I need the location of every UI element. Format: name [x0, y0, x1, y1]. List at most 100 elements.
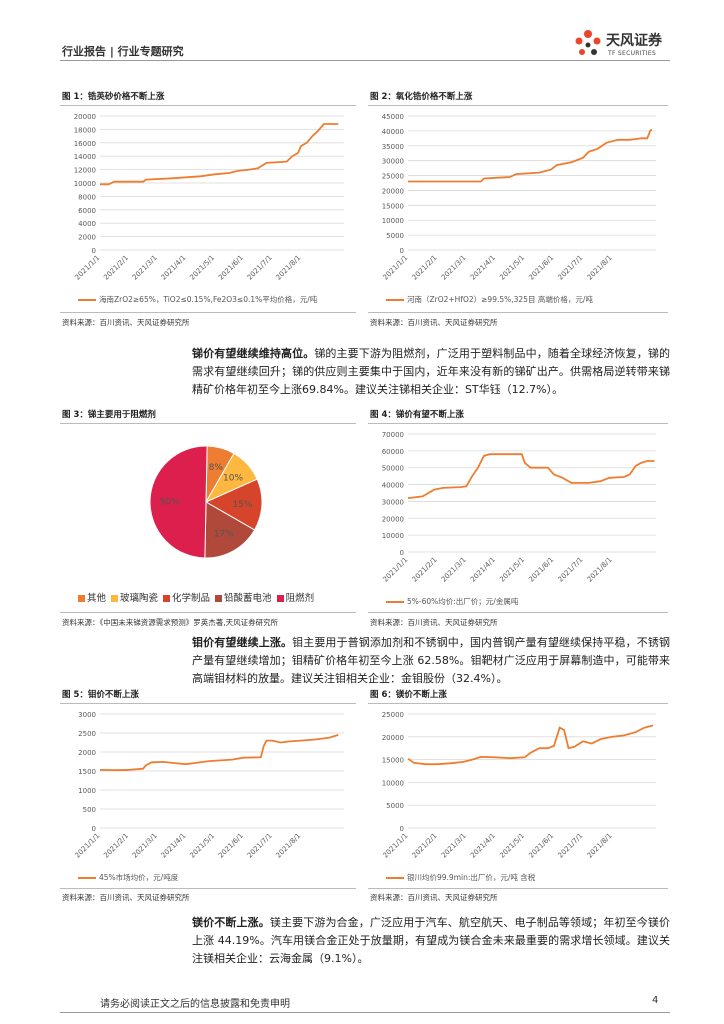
legend-swatch [386, 299, 404, 301]
pie-legend: 其他 玻璃陶瓷 化学制品 铅酸蓄电池 阻燃剂 [78, 590, 319, 604]
y-tick-label: 0 [400, 549, 404, 557]
figure-2-chart: 0 5000 10000 15000 20000 25000 30000 35000 40000… [368, 108, 668, 308]
figure-1-divider [60, 105, 356, 106]
f4-svg: 0 10000 20000 30000 40000 50000 60000 70000 2021… [382, 431, 656, 584]
x-tick-label: 2021/2/1 [102, 254, 130, 282]
paragraph-antimony: 锑价有望继续维持高位。锑的主要下游为阻燃剂，广泛用于塑料制品中，随着全球经济恢复… [192, 345, 670, 399]
legend-swatch [215, 595, 223, 602]
y-tick-label: 0 [92, 825, 96, 833]
figure-2-divider [368, 105, 668, 106]
y-tick-label: 25000 [382, 173, 404, 181]
x-tick-label: 2021/8/1 [586, 254, 614, 282]
legend-swatch [386, 877, 404, 879]
logo-text-cn: 天风证券 [606, 33, 662, 49]
y-tick-label: 0 [400, 247, 404, 255]
paragraph-antimony-heading: 锑价有望继续维持高位。 [192, 347, 315, 360]
legend-label: 5%-60%均价:出厂价；元/金属吨 [407, 597, 519, 606]
pie-slice-label: 15% [232, 500, 252, 510]
pie-slice [204, 501, 256, 559]
y-tick-label: 5000 [386, 232, 404, 240]
figure-4-divider [368, 423, 668, 424]
figure-4-chart: 0 10000 20000 30000 40000 50000 60000 70000 2021… [368, 426, 668, 610]
y-tick-label: 60000 [382, 448, 404, 456]
chart-legend: 海南ZrO2≥65%，TiO2≤0.15%,Fe2O3≤0.1%平均价格，元/吨 [78, 294, 317, 305]
figure-3-divider [60, 423, 356, 424]
x-tick-label: 2021/5/1 [188, 832, 216, 860]
y-tick-label: 10000 [382, 779, 404, 787]
y-tick-label: 30000 [382, 158, 404, 166]
chart-legend: 河南（ZrO2+HfO2）≥99.5%,325目 高端价格，元/吨 [386, 294, 593, 305]
x-tick-label: 2021/7/1 [557, 254, 585, 282]
figure-4-title: 图 4：锑价有望不断上涨 [370, 410, 464, 420]
figure-5-bottom-divider [60, 888, 356, 889]
figure-2-bottom-divider [368, 312, 668, 313]
x-tick-label: 2021/2/1 [411, 556, 439, 584]
paragraph-magnesium-body: 镁主要下游为合金，广泛应用于汽车、航空航天、电子制品等领域；年初至今镁价上涨 4… [192, 916, 671, 965]
x-tick-label: 2021/2/1 [102, 832, 130, 860]
f1-svg: 0 2000 4000 6000 8000 10000 12000 14000 16000 180… [74, 113, 344, 282]
y-tick-label: 0 [92, 247, 96, 255]
figure-2-title: 图 2：氧化锆价格不断上涨 [370, 92, 473, 102]
x-tick-label: 2021/6/1 [527, 832, 555, 860]
x-tick-label: 2021/3/1 [440, 254, 468, 282]
figure-1-source: 资料来源：百川资讯、天风证券研究所 [62, 318, 190, 327]
x-tick-label: 2021/8/1 [274, 254, 302, 282]
figure-6-chart: 0 5000 10000 15000 20000 25000 2021/1/1 2021/2/… [368, 706, 668, 886]
legend-label: 铅酸蓄电池 [224, 593, 272, 604]
y-tick-label: 40000 [382, 482, 404, 490]
x-tick-label: 2021/5/1 [498, 254, 526, 282]
legend-swatch [276, 595, 284, 602]
x-tick-label: 2021/1/1 [74, 254, 102, 282]
x-tick-label: 2021/6/1 [217, 254, 245, 282]
y-tick-label: 10000 [382, 532, 404, 540]
logo-text-en: TF SECURITIES [608, 50, 657, 57]
x-tick-label: 2021/8/1 [586, 556, 614, 584]
legend-item: 阻燃剂 [276, 593, 314, 604]
x-tick-label: 2021/7/1 [557, 832, 585, 860]
x-tick-label: 2021/1/1 [74, 832, 102, 860]
y-tick-label: 16000 [74, 140, 96, 148]
figure-1-bottom-divider [60, 312, 356, 313]
footer-divider [60, 1012, 670, 1013]
company-logo: 天风证券 TF SECURITIES [570, 26, 670, 66]
chart-legend: 5%-60%均价:出厂价；元/金属吨 [386, 596, 518, 607]
y-tick-label: 20000 [74, 113, 96, 121]
y-tick-label: 6000 [78, 207, 96, 215]
x-tick-label: 2021/2/1 [411, 832, 439, 860]
figure-6-divider [368, 703, 668, 704]
paragraph-molybdenum-heading: 钼价有望继续上涨。 [192, 636, 293, 649]
legend-label: 玻璃陶瓷 [120, 593, 159, 604]
legend-swatch [163, 595, 171, 602]
pie-slice [149, 445, 208, 559]
y-tick-label: 4000 [78, 220, 96, 228]
x-tick-label: 2021/4/1 [160, 254, 188, 282]
legend-label: 银川均价99.9min:出厂价，元/吨 含税 [407, 873, 536, 882]
y-tick-label: 30000 [382, 498, 404, 506]
y-tick-label: 500 [83, 806, 96, 814]
y-tick-label: 2500 [78, 730, 96, 738]
y-tick-label: 14000 [74, 153, 96, 161]
x-tick-label: 2021/4/1 [160, 832, 188, 860]
figure-6-source: 资料来源：百川资讯、天风证券研究所 [370, 893, 498, 902]
y-tick-label: 50000 [382, 465, 404, 473]
figure-5-title: 图 5：钼价不断上涨 [62, 690, 139, 700]
legend-label: 海南ZrO2≥65%，TiO2≤0.15%,Fe2O3≤0.1%平均价格，元/吨 [99, 295, 318, 304]
x-tick-label: 2021/6/1 [217, 832, 245, 860]
x-tick-label: 2021/3/1 [440, 556, 468, 584]
figure-4-bottom-divider [368, 612, 668, 613]
figure-3-source: 资料来源：《中国未来锑资源需求预测》罗英杰著,天风证券研究所 [62, 618, 279, 627]
f3-svg: 8%10% 15% 17% 50% [149, 445, 263, 559]
series-line [100, 123, 339, 186]
x-tick-label: 2021/1/1 [382, 254, 410, 282]
legend-label: 化学制品 [172, 593, 211, 604]
series-line [407, 724, 654, 766]
x-tick-label: 2021/4/1 [469, 556, 497, 584]
figure-2-source: 资料来源：百川资讯、天风证券研究所 [370, 318, 498, 327]
chart-legend: 银川均价99.9min:出厂价，元/吨 含税 [386, 872, 535, 883]
pie-slice [204, 478, 263, 531]
x-tick-label: 2021/5/1 [498, 556, 526, 584]
y-tick-label: 10000 [74, 180, 96, 188]
y-tick-label: 8000 [78, 193, 96, 201]
y-tick-label: 0 [400, 825, 404, 833]
y-tick-label: 45000 [382, 113, 404, 121]
